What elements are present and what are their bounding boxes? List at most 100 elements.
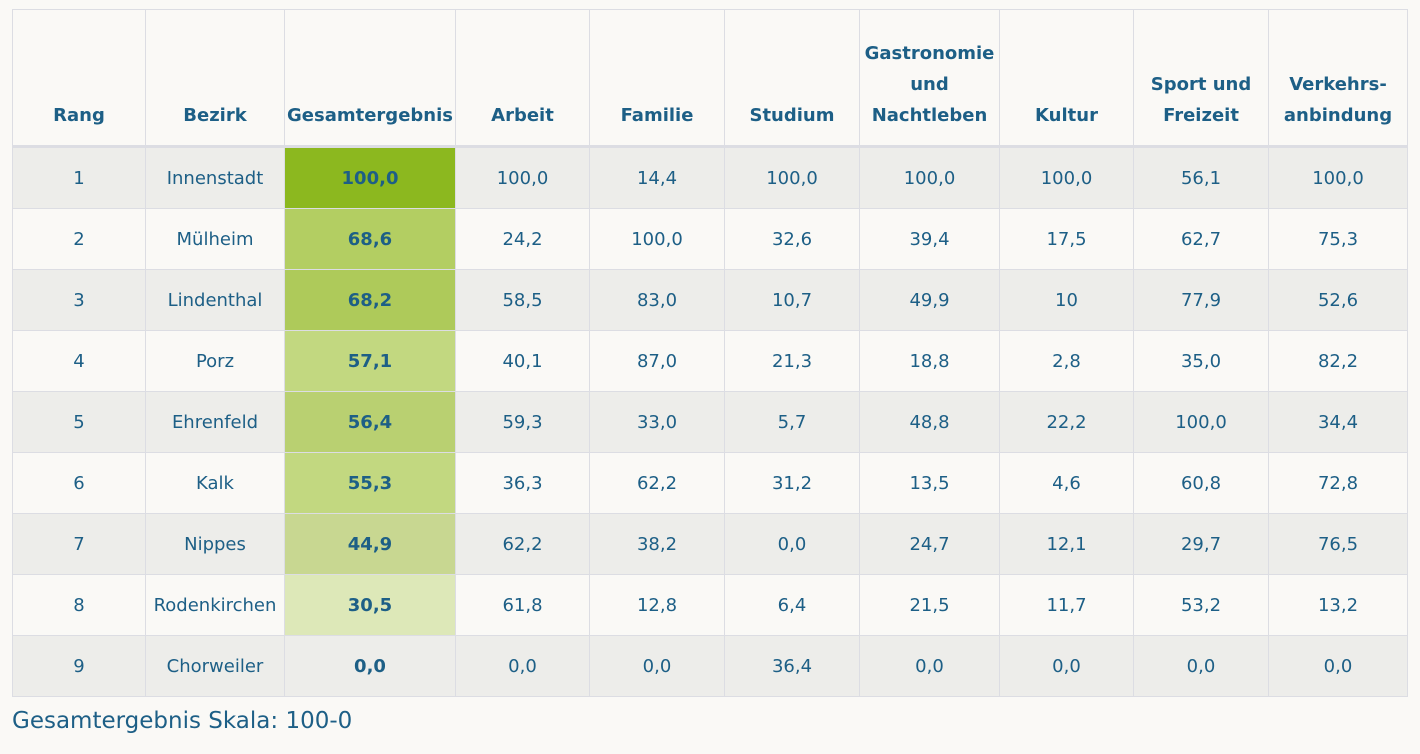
cell-sport: 62,7 [1133, 208, 1269, 270]
cell-bezirk: Porz [145, 330, 285, 392]
cell-studium: 100,0 [724, 146, 860, 209]
cell-bezirk: Mülheim [145, 208, 285, 270]
cell-sport: 56,1 [1133, 146, 1269, 209]
cell-kultur: 10 [999, 269, 1134, 331]
cell-studium: 10,7 [724, 269, 860, 331]
table-row: 7 Nippes 44,9 62,2 38,2 0,0 24,7 12,1 29,7 76,5 [12, 513, 1408, 575]
cell-gastronomie: 21,5 [859, 574, 1000, 636]
cell-familie: 100,0 [589, 208, 725, 270]
cell-bezirk: Ehrenfeld [145, 391, 285, 453]
cell-sport: 0,0 [1133, 635, 1269, 697]
cell-bezirk: Chorweiler [145, 635, 285, 697]
table-row: 9 Chorweiler 0,0 0,0 0,0 36,4 0,0 0,0 0,0 0,0 [12, 635, 1408, 697]
cell-verkehr: 13,2 [1268, 574, 1408, 636]
cell-verkehr: 34,4 [1268, 391, 1408, 453]
header-kultur: Kultur [999, 9, 1134, 148]
cell-kultur: 22,2 [999, 391, 1134, 453]
cell-rang: 5 [12, 391, 146, 453]
cell-gastronomie: 13,5 [859, 452, 1000, 514]
cell-familie: 83,0 [589, 269, 725, 331]
cell-sport: 100,0 [1133, 391, 1269, 453]
cell-bezirk: Innenstadt [145, 146, 285, 209]
table-row: 2 Mülheim 68,6 24,2 100,0 32,6 39,4 17,5 62,7 75,… [12, 208, 1408, 270]
cell-kultur: 17,5 [999, 208, 1134, 270]
table-row: 1 Innenstadt 100,0 100,0 14,4 100,0 100,0 100,0… [12, 146, 1408, 209]
cell-studium: 32,6 [724, 208, 860, 270]
cell-familie: 0,0 [589, 635, 725, 697]
cell-gastronomie: 49,9 [859, 269, 1000, 331]
cell-arbeit: 0,0 [455, 635, 590, 697]
cell-verkehr: 52,6 [1268, 269, 1408, 331]
cell-arbeit: 61,8 [455, 574, 590, 636]
cell-kultur: 100,0 [999, 146, 1134, 209]
cell-bezirk: Rodenkirchen [145, 574, 285, 636]
cell-sport: 77,9 [1133, 269, 1269, 331]
header-verkehr: Verkehrs-anbindung [1268, 9, 1408, 148]
cell-gesamtergebnis: 44,9 [284, 513, 456, 575]
cell-studium: 5,7 [724, 391, 860, 453]
cell-bezirk: Kalk [145, 452, 285, 514]
cell-familie: 38,2 [589, 513, 725, 575]
header-sport: Sport und Freizeit [1133, 9, 1269, 148]
table-header-row: Rang Bezirk Gesamtergebnis Arbeit Familie Stu… [12, 9, 1408, 148]
cell-verkehr: 76,5 [1268, 513, 1408, 575]
table-row: 8 Rodenkirchen 30,5 61,8 12,8 6,4 21,5 11,7 53,2… [12, 574, 1408, 636]
cell-gesamtergebnis: 100,0 [284, 146, 456, 209]
cell-rang: 1 [12, 146, 146, 209]
cell-verkehr: 82,2 [1268, 330, 1408, 392]
cell-arbeit: 24,2 [455, 208, 590, 270]
cell-rang: 6 [12, 452, 146, 514]
cell-kultur: 11,7 [999, 574, 1134, 636]
cell-gesamtergebnis: 30,5 [284, 574, 456, 636]
cell-bezirk: Nippes [145, 513, 285, 575]
scale-caption: Gesamtergebnis Skala: 100-0 [12, 708, 353, 734]
cell-familie: 87,0 [589, 330, 725, 392]
cell-familie: 14,4 [589, 146, 725, 209]
cell-studium: 6,4 [724, 574, 860, 636]
cell-studium: 21,3 [724, 330, 860, 392]
cell-rang: 9 [12, 635, 146, 697]
cell-verkehr: 100,0 [1268, 146, 1408, 209]
cell-sport: 60,8 [1133, 452, 1269, 514]
header-gesamtergebnis: Gesamtergebnis [284, 9, 456, 148]
cell-bezirk: Lindenthal [145, 269, 285, 331]
cell-studium: 0,0 [724, 513, 860, 575]
cell-verkehr: 75,3 [1268, 208, 1408, 270]
cell-gesamtergebnis: 68,2 [284, 269, 456, 331]
cell-kultur: 0,0 [999, 635, 1134, 697]
header-familie: Familie [589, 9, 725, 148]
cell-gesamtergebnis: 68,6 [284, 208, 456, 270]
cell-gesamtergebnis: 55,3 [284, 452, 456, 514]
cell-gastronomie: 39,4 [859, 208, 1000, 270]
cell-arbeit: 100,0 [455, 146, 590, 209]
cell-rang: 3 [12, 269, 146, 331]
ranking-table: Rang Bezirk Gesamtergebnis Arbeit Familie Stu… [12, 9, 1408, 697]
cell-gastronomie: 48,8 [859, 391, 1000, 453]
header-rang: Rang [12, 9, 146, 148]
cell-sport: 29,7 [1133, 513, 1269, 575]
cell-arbeit: 59,3 [455, 391, 590, 453]
header-arbeit: Arbeit [455, 9, 590, 148]
ranking-table-container: Rang Bezirk Gesamtergebnis Arbeit Familie Stu… [12, 9, 1408, 697]
cell-gesamtergebnis: 57,1 [284, 330, 456, 392]
table-row: 4 Porz 57,1 40,1 87,0 21,3 18,8 2,8 35,0 82,2 [12, 330, 1408, 392]
cell-familie: 33,0 [589, 391, 725, 453]
cell-gesamtergebnis: 56,4 [284, 391, 456, 453]
cell-verkehr: 0,0 [1268, 635, 1408, 697]
cell-rang: 4 [12, 330, 146, 392]
cell-familie: 62,2 [589, 452, 725, 514]
cell-verkehr: 72,8 [1268, 452, 1408, 514]
cell-sport: 53,2 [1133, 574, 1269, 636]
cell-rang: 2 [12, 208, 146, 270]
cell-studium: 31,2 [724, 452, 860, 514]
cell-kultur: 12,1 [999, 513, 1134, 575]
cell-kultur: 2,8 [999, 330, 1134, 392]
cell-gesamtergebnis: 0,0 [284, 635, 456, 697]
cell-arbeit: 58,5 [455, 269, 590, 331]
cell-gastronomie: 18,8 [859, 330, 1000, 392]
table-row: 3 Lindenthal 68,2 58,5 83,0 10,7 49,9 10 77,9 52,… [12, 269, 1408, 331]
header-gastronomie: Gastronomie und Nachtleben [859, 9, 1000, 148]
cell-arbeit: 36,3 [455, 452, 590, 514]
cell-studium: 36,4 [724, 635, 860, 697]
cell-sport: 35,0 [1133, 330, 1269, 392]
